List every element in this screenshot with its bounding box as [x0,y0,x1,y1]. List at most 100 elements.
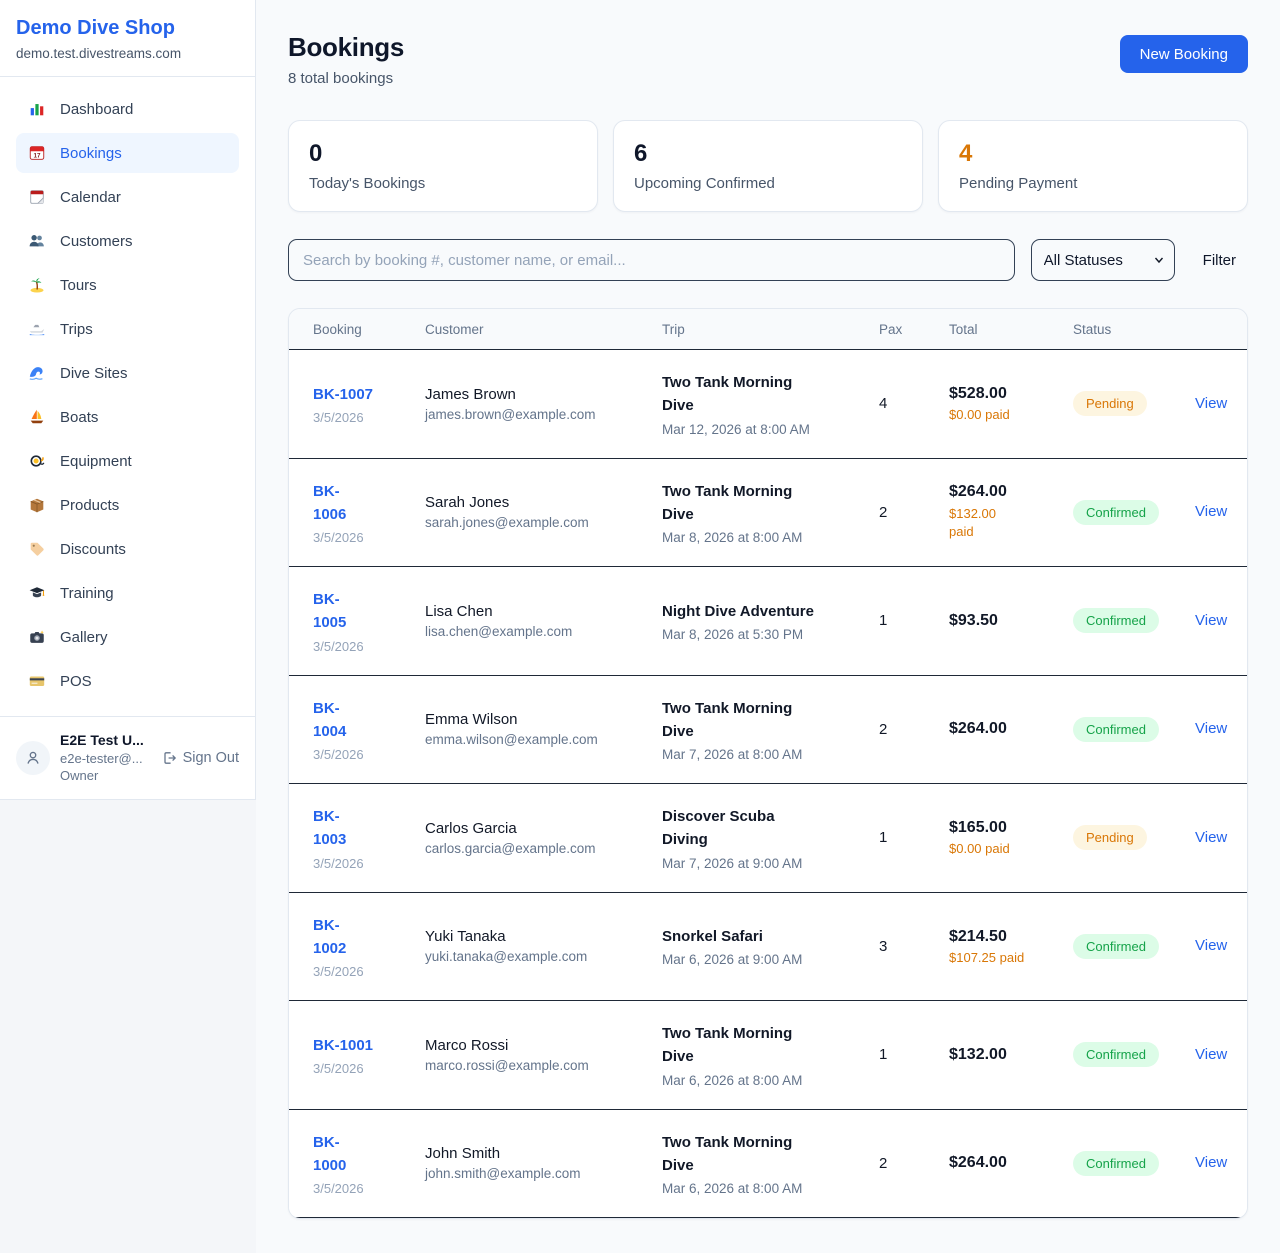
page-header: Bookings 8 total bookings New Booking [288,32,1248,87]
sidebar-item-tours[interactable]: Tours [16,265,239,305]
pax-count: 2 [879,720,888,738]
booking-number-link[interactable]: BK-1003 [313,808,347,849]
booking-date: 3/5/2026 [313,638,364,654]
view-link[interactable]: View [1195,720,1228,738]
sign-out-button[interactable]: Sign Out [161,750,239,766]
customer-email: lisa.chen@example.com [425,623,573,639]
col-header-customer: Customer [425,321,484,337]
view-link[interactable]: View [1195,394,1228,412]
view-link[interactable]: View [1195,503,1228,521]
sidebar-item-discounts[interactable]: Discounts [16,529,239,569]
customer-email: john.smith@example.com [425,1166,581,1182]
status-badge: Confirmed [1073,499,1159,525]
pax-count: 4 [879,395,888,413]
trip-name: Two Tank Morning Dive [662,1133,793,1174]
avatar [16,741,50,775]
table-header-row: Booking Customer Trip Pax Total Status [289,309,1247,350]
sign-out-label: Sign Out [182,750,239,766]
customer-name: Carlos Garcia [425,819,517,837]
table-row: BK-1006 3/5/2026 Sarah Jones sarah.jones… [289,458,1247,567]
view-link[interactable]: View [1195,611,1228,629]
sign-out-icon [163,752,176,764]
booking-date: 3/5/2026 [313,1060,364,1076]
table-row: BK-1002 3/5/2026 Yuki Tanaka yuki.tanaka… [289,892,1247,1001]
booking-date: 3/5/2026 [313,855,364,871]
filter-button[interactable]: Filter [1191,252,1248,269]
sidebar-item-calendar[interactable]: Calendar [16,177,239,217]
bookings-icon: 17 [28,144,46,162]
customer-name: Emma Wilson [425,711,518,729]
booking-date: 3/5/2026 [313,964,364,979]
boats-icon [28,408,46,426]
trip-datetime: Mar 8, 2026 at 5:30 PM [662,626,804,642]
sidebar-item-label: Training [60,584,114,602]
dive-sites-icon [28,364,46,382]
col-header-booking: Booking [313,321,362,337]
total-amount: $214.50 [949,927,1007,945]
booking-number-link[interactable]: BK-1001 [313,1036,374,1054]
booking-number-link[interactable]: BK-1007 [313,385,374,403]
stat-card: 6 Upcoming Confirmed [613,120,923,212]
trip-datetime: Mar 6, 2026 at 8:00 AM [662,1181,803,1196]
booking-number-link[interactable]: BK-1004 [313,699,347,740]
view-link[interactable]: View [1195,1045,1228,1063]
total-amount: $93.50 [949,611,998,629]
trip-name: Night Dive Adventure [662,602,814,620]
trip-datetime: Mar 6, 2026 at 8:00 AM [662,1072,803,1088]
col-header-status: Status [1073,321,1112,337]
sidebar-item-training[interactable]: Training [16,573,239,613]
search-input[interactable] [288,239,1015,281]
sidebar-item-label: Calendar [60,188,121,206]
customer-name: Sarah Jones [425,494,510,512]
sidebar-item-label: Bookings [60,144,122,162]
paid-amount: $132.00 paid [949,506,996,540]
customer-email: carlos.garcia@example.com [425,840,596,856]
trip-name: Two Tank Morning Dive [662,1025,793,1066]
sidebar-item-label: POS [60,672,92,690]
trips-icon [28,320,46,338]
booking-date: 3/5/2026 [313,1181,364,1196]
sidebar-item-label: Gallery [60,628,108,646]
bookings-table: Booking Customer Trip Pax Total Status B… [288,308,1248,1219]
sidebar-item-trips[interactable]: Trips [16,309,239,349]
booking-date: 3/5/2026 [313,530,364,545]
trip-name: Two Tank Morning Dive [662,374,793,415]
sidebar-item-dashboard[interactable]: Dashboard [16,89,239,129]
sidebar-item-pos[interactable]: POS [16,661,239,701]
view-link[interactable]: View [1195,937,1228,955]
total-amount: $165.00 [949,819,1007,837]
status-select[interactable]: All Statuses [1030,239,1175,281]
booking-number-link[interactable]: BK-1005 [313,591,347,632]
customers-icon [28,232,46,250]
table-row: BK-1000 3/5/2026 John Smith john.smith@e… [289,1109,1247,1218]
new-booking-button[interactable]: New Booking [1119,35,1248,73]
sidebar-item-products[interactable]: Products [16,485,239,525]
sidebar-item-label: Discounts [60,540,126,558]
sidebar-item-label: Customers [60,232,133,250]
sidebar-item-dive-sites[interactable]: Dive Sites [16,353,239,393]
sidebar-item-boats[interactable]: Boats [16,397,239,437]
table-row: BK-1005 3/5/2026 Lisa Chen lisa.chen@exa… [289,567,1247,676]
col-header-pax: Pax [879,321,903,337]
customer-name: Lisa Chen [425,602,493,620]
trip-datetime: Mar 7, 2026 at 9:00 AM [662,855,803,871]
booking-number-link[interactable]: BK-1006 [313,482,347,523]
view-link[interactable]: View [1195,1154,1228,1172]
pax-count: 2 [879,1154,888,1172]
sidebar-item-label: Trips [60,320,93,338]
main-content: Bookings 8 total bookings New Booking 0 … [256,0,1280,1253]
customer-name: James Brown [425,385,516,403]
booking-number-link[interactable]: BK-1002 [313,916,347,957]
total-amount: $528.00 [949,385,1007,403]
sidebar-item-bookings[interactable]: 17 Bookings [16,133,239,173]
trip-datetime: Mar 6, 2026 at 9:00 AM [662,952,803,968]
trip-name: Discover Scuba Diving [662,808,775,849]
table-row: BK-1001 3/5/2026 Marco Rossi marco.rossi… [289,1001,1247,1110]
sidebar-item-label: Boats [60,408,99,426]
booking-number-link[interactable]: BK-1000 [313,1133,347,1174]
sidebar-item-gallery[interactable]: Gallery [16,617,239,657]
page-subtitle: 8 total bookings [288,70,394,87]
view-link[interactable]: View [1195,828,1228,846]
sidebar-item-customers[interactable]: Customers [16,221,239,261]
sidebar-item-equipment[interactable]: Equipment [16,441,239,481]
